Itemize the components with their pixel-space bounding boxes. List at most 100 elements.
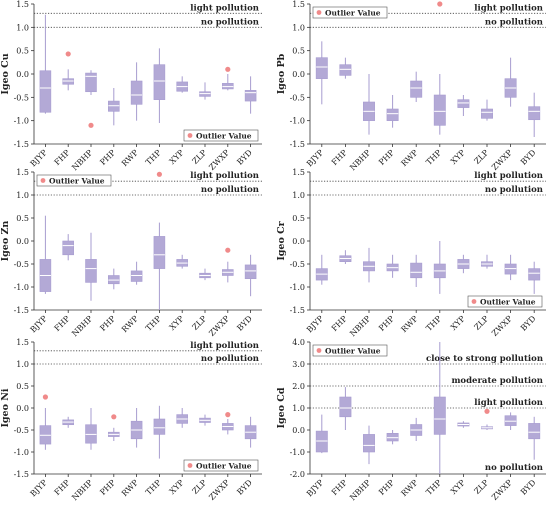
x-tick-label: ZLP — [473, 478, 491, 496]
box-byd — [528, 92, 541, 137]
outlier-point — [225, 247, 231, 253]
box-bjyp — [39, 14, 52, 114]
y-tick-label: 1.0 — [16, 360, 29, 369]
box-body — [315, 57, 328, 79]
legend-label: Outlier Value — [325, 346, 381, 355]
x-tick-label: PHP — [377, 478, 396, 497]
outlier-point — [88, 122, 94, 128]
x-tick-label: XYP — [168, 478, 186, 496]
x-tick-label: XYP — [449, 314, 467, 332]
x-tick-label: BYD — [235, 314, 254, 333]
box-zwxp — [222, 74, 234, 91]
legend-marker — [316, 10, 322, 15]
box-bjyp — [315, 41, 328, 105]
box-xyp — [457, 95, 470, 116]
reference-label: close to strong pollution — [426, 354, 543, 364]
box-fhp — [339, 57, 352, 79]
x-tick-label: THP — [424, 478, 443, 497]
reference-label: light pollution — [190, 3, 259, 13]
box-php — [386, 95, 399, 128]
box-fhp — [62, 69, 74, 91]
box-body — [130, 80, 143, 105]
x-tick-label: NBHP — [70, 478, 95, 503]
y-tick-label: -0.5 — [14, 93, 29, 102]
outlier-point — [225, 412, 231, 418]
box-zlp — [199, 414, 211, 426]
chart-panel-2: -1.5 -1.0 -0.5 0.0 0.5 1.0 1.5 Igeo Pb light pol… — [276, 0, 546, 172]
reference-label: no pollution — [201, 185, 259, 195]
box-thp — [433, 74, 446, 135]
y-tick-label: 1.5 — [16, 338, 29, 347]
y-tick-label: -0.5 — [14, 426, 29, 435]
x-tick-label: ZWXP — [207, 478, 231, 502]
outlier-point — [437, 1, 443, 7]
box-body — [433, 396, 446, 435]
x-tick-label: NBHP — [348, 314, 373, 339]
y-tick-label: -1.0 — [14, 117, 29, 126]
x-tick-label: NBHP — [70, 148, 95, 173]
x-tick-label: ZLP — [191, 314, 209, 332]
box-body — [85, 72, 97, 93]
x-tick-label: BYD — [519, 478, 538, 497]
reference-label: no pollution — [485, 463, 543, 473]
x-tick-label: RWP — [120, 148, 141, 169]
y-tick-label: 0.5 — [16, 214, 29, 223]
outlier-point — [65, 51, 71, 57]
box-byd — [244, 76, 257, 114]
x-tick-label: BJYP — [28, 478, 49, 499]
y-axis-label: Igeo Cu — [0, 53, 11, 94]
x-tick-label: RWP — [399, 478, 420, 499]
x-tick-label: FHP — [53, 314, 72, 333]
x-tick-label: XYP — [449, 148, 467, 166]
box-nbhp — [85, 408, 97, 450]
y-tick-label: -1.0 — [14, 448, 29, 457]
x-tick-label: PHP — [377, 314, 396, 333]
box-nbhp — [363, 425, 375, 465]
x-tick-label: THP — [424, 314, 443, 333]
x-tick-label: PHP — [98, 148, 117, 167]
x-tick-label: BJYP — [28, 148, 49, 169]
y-tick-label: 0.5 — [292, 47, 305, 56]
x-tick-label: PHP — [98, 478, 117, 497]
x-tick-label: FHP — [330, 148, 349, 167]
box-xyp — [176, 254, 188, 269]
legend-label: Outlier Value — [49, 176, 105, 185]
y-axis-label: Igeo Cr — [276, 220, 287, 260]
box-zlp — [481, 99, 493, 121]
box-byd — [244, 254, 257, 297]
reference-label: moderate pollution — [451, 376, 543, 386]
box-body — [528, 106, 541, 121]
reference-label: light pollution — [190, 341, 259, 351]
legend-frame — [467, 295, 543, 308]
box-body — [244, 264, 257, 280]
box-body — [410, 80, 423, 98]
box-rwp — [410, 71, 423, 102]
x-tick-label: RWP — [120, 314, 141, 335]
y-tick-label: -1.5 — [14, 470, 29, 479]
x-tick-label: NBHP — [70, 314, 95, 339]
x-tick-label: BYD — [519, 148, 538, 167]
x-tick-label: THP — [144, 148, 163, 167]
box-body — [528, 268, 541, 281]
x-tick-label: FHP — [330, 314, 349, 333]
box-zlp — [199, 268, 211, 281]
y-tick-label: -1.5 — [290, 140, 305, 149]
y-tick-label: 4.0 — [292, 338, 305, 347]
x-tick-label: XYP — [449, 478, 467, 496]
y-tick-label: 1.0 — [292, 404, 305, 413]
box-rwp — [130, 62, 143, 121]
box-thp — [153, 48, 166, 123]
box-rwp — [130, 261, 143, 285]
x-tick-label: PHP — [377, 148, 396, 167]
legend: Outlier Value — [467, 295, 543, 308]
box-body — [244, 90, 257, 102]
box-nbhp — [363, 74, 375, 135]
box-bjyp — [39, 408, 52, 450]
x-tick-label: ZLP — [191, 148, 209, 166]
box-nbhp — [363, 247, 375, 283]
box-xyp — [457, 254, 470, 274]
y-tick-label: -1.5 — [14, 140, 29, 149]
box-body — [457, 99, 470, 108]
box-body — [339, 396, 352, 418]
